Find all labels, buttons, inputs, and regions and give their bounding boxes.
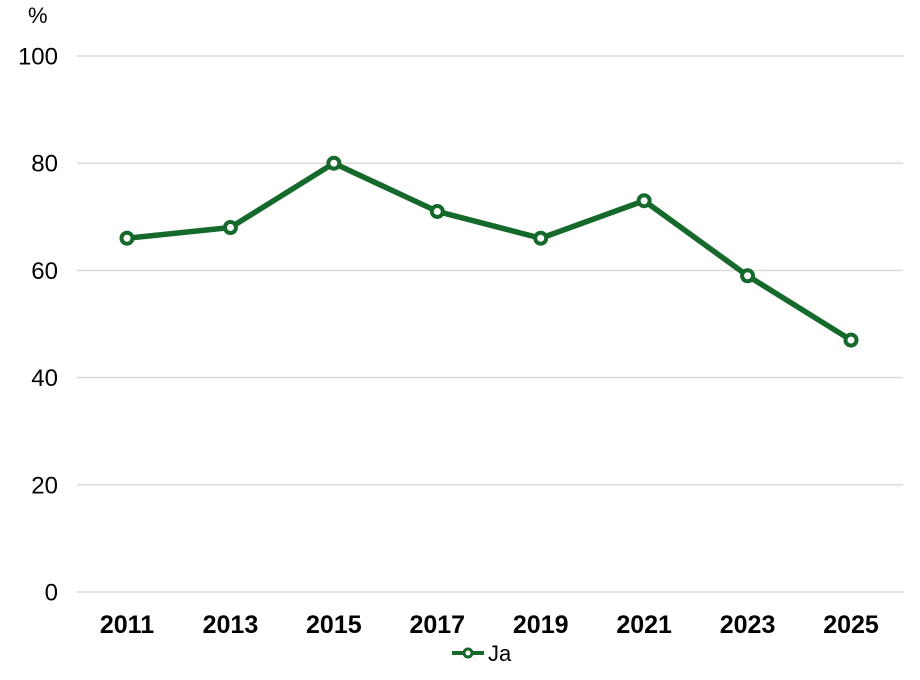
data-point-marker <box>533 230 549 246</box>
x-tick-label: 2025 <box>823 611 879 639</box>
y-tick-label: 80 <box>31 151 58 178</box>
x-tick-label: 2021 <box>616 611 672 639</box>
data-point-marker <box>119 230 135 246</box>
data-point-marker <box>326 155 342 171</box>
data-point-marker <box>429 203 445 219</box>
data-point-marker <box>222 220 238 236</box>
gridlines <box>77 55 903 593</box>
y-tick-label: 0 <box>45 580 58 607</box>
x-tick-label: 2015 <box>306 611 362 639</box>
y-tick-label: 60 <box>31 258 58 285</box>
x-tick-label: 2019 <box>513 611 569 639</box>
data-line <box>124 160 854 343</box>
y-tick-label: 40 <box>31 365 58 392</box>
y-axis-unit-label: % <box>28 3 48 28</box>
x-tick-label: 2013 <box>203 611 259 639</box>
x-tick-label: 2017 <box>409 611 465 639</box>
y-axis-tick-labels: 0 20 40 60 80 100 <box>18 44 58 607</box>
x-axis-tick-labels: 2011 2013 2015 2017 2019 2021 2023 2025 <box>100 611 879 639</box>
legend-label: Ja <box>488 641 512 666</box>
x-tick-label: 2023 <box>720 611 776 639</box>
legend: Ja <box>452 641 512 666</box>
data-point-marker <box>636 193 652 209</box>
data-point-marker <box>843 332 859 348</box>
y-tick-label: 20 <box>31 472 58 499</box>
legend-marker-icon <box>462 647 474 659</box>
x-tick-label: 2011 <box>100 611 154 639</box>
data-point-marker <box>740 268 756 284</box>
y-tick-label: 100 <box>18 44 58 71</box>
data-series <box>119 155 859 348</box>
